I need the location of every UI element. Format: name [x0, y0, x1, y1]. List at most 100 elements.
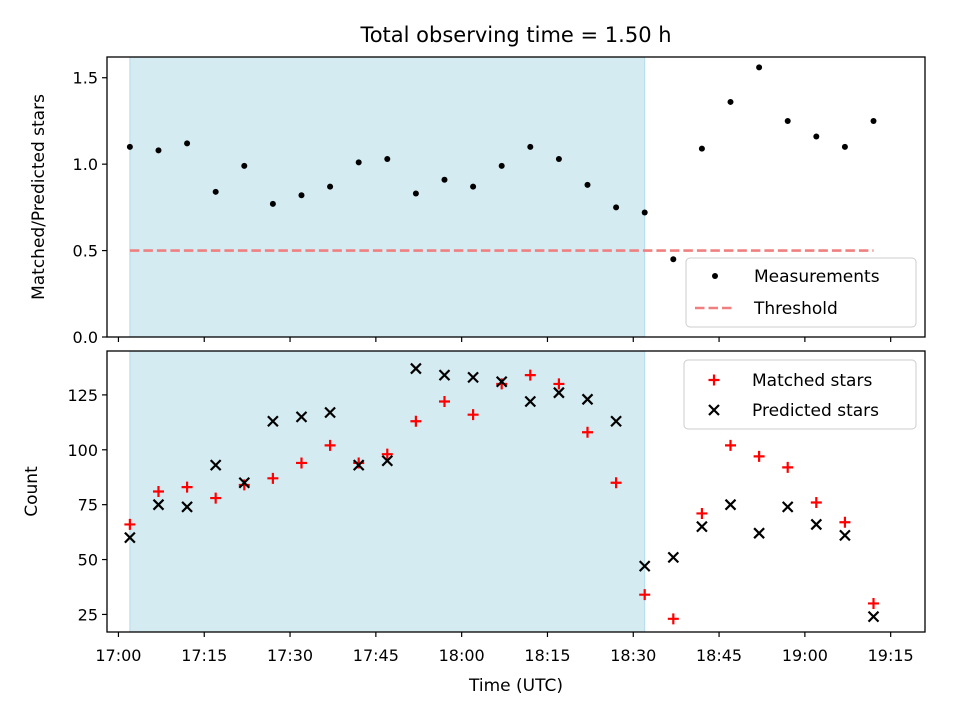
measurement-point [269, 200, 276, 207]
matched-star-point [410, 415, 422, 427]
x-tick-label: 19:15 [868, 646, 914, 665]
predicted-star-point [867, 610, 880, 623]
legend-predicted-marker [708, 404, 720, 416]
legend-label: Measurements [754, 267, 880, 287]
matched-star-point [696, 507, 708, 519]
matched-star-point [381, 448, 393, 460]
matched-star-point [582, 426, 594, 438]
measurement-point [384, 155, 391, 162]
measurement-point [498, 162, 505, 169]
measurement-point [355, 159, 362, 166]
predicted-star-point [839, 529, 851, 542]
measurement-point [527, 143, 534, 150]
x-tick-label: 18:30 [610, 646, 656, 665]
measurement-point [184, 140, 191, 147]
y-axis-label: Matched/Predicted stars [29, 94, 49, 300]
predicted-star-point [295, 411, 308, 423]
axes-frame [106, 350, 926, 633]
predicted-star-point [581, 393, 594, 406]
measurement-point [241, 162, 248, 169]
predicted-star-point [667, 551, 680, 564]
matched-star-point [324, 439, 336, 451]
matched-star-point [810, 496, 822, 508]
x-tick-label: 17:15 [181, 646, 227, 665]
measurement-point [870, 117, 877, 124]
predicted-star-point [209, 459, 222, 471]
x-tick-label: 19:00 [782, 646, 828, 665]
measurement-point [327, 183, 334, 190]
x-tick-label: 17:45 [353, 646, 399, 665]
x-tick-label: 18:45 [696, 646, 742, 665]
predicted-star-point [410, 362, 422, 375]
predicted-star-point [753, 527, 765, 539]
measurement-point [584, 181, 591, 188]
measurement-point [613, 204, 620, 211]
measurement-point [555, 155, 562, 162]
matched-star-point [438, 395, 450, 407]
predicted-star-point [438, 369, 451, 381]
matched-star-point [267, 472, 279, 484]
predicted-star-point [267, 415, 279, 428]
predicted-star-point [324, 406, 336, 419]
legend-measurement-marker [712, 273, 718, 279]
predicted-star-point [352, 459, 365, 471]
matched-star-point [467, 409, 479, 421]
matched-star-point [753, 450, 765, 462]
matched-star-point [295, 457, 307, 469]
observing-window-shade [129, 350, 646, 633]
y-tick-label: 100 [67, 441, 98, 460]
measurement-point [756, 64, 763, 71]
measurement-point [212, 188, 219, 195]
y-tick-label: 25 [78, 605, 98, 624]
matched-star-point [725, 439, 737, 451]
y-tick-label: 125 [67, 386, 98, 405]
predicted-star-point [781, 501, 794, 513]
legend-box [685, 257, 917, 328]
legend-label: Matched stars [752, 371, 872, 391]
matched-star-point [667, 613, 679, 625]
legend-label: Threshold [753, 299, 838, 319]
measurement-point [126, 143, 133, 150]
matched-star-point [610, 477, 622, 489]
ratio-panel: 0.0 0.5 1.0 1.5 Matched/Predicted stars Measu… [29, 56, 926, 347]
matched-star-point [210, 492, 222, 504]
predicted-star-point [638, 560, 651, 572]
measurement-point [813, 133, 820, 140]
measurement-point [298, 192, 305, 199]
predicted-star-point [152, 498, 165, 511]
matched-star-point [839, 516, 851, 528]
measurement-point [470, 183, 477, 190]
chart-title: Total observing time = 1.50 h [359, 23, 671, 47]
predicted-star-point [724, 498, 737, 511]
predicted-star-point [553, 386, 565, 399]
predicted-star-point [124, 531, 136, 544]
predicted-star-point [810, 518, 823, 531]
counts-panel: 25 50 75 100 125 17:00 17:15 17:30 17:45 18:00 18:… [22, 350, 926, 665]
y-tick-label: 1.0 [73, 155, 98, 174]
matched-star-point [181, 481, 193, 493]
matched-star-point [553, 378, 565, 390]
observing-window-shade [129, 56, 646, 338]
predicted-star-point [181, 501, 193, 513]
axes-frame [106, 56, 926, 338]
measurement-point [412, 190, 419, 197]
measurement-point [641, 209, 648, 216]
x-tick-label: 18:00 [439, 646, 485, 665]
matched-star-point [782, 461, 794, 473]
predicted-star-point [381, 454, 394, 467]
matched-star-point [124, 518, 136, 530]
legend-matched-marker [708, 374, 720, 386]
x-tick-label: 17:30 [267, 646, 313, 665]
measurement-point [727, 98, 734, 105]
measurement-point [841, 143, 848, 150]
y-tick-label: 75 [78, 496, 98, 515]
legend-label: Predicted stars [752, 401, 879, 421]
x-tick-label: 18:15 [524, 646, 570, 665]
matched-star-point [868, 597, 880, 609]
y-tick-label: 50 [78, 551, 98, 570]
measurement-point [441, 176, 448, 183]
legend-box [683, 359, 917, 430]
measurement-point [784, 117, 791, 124]
y-axis-label: Count [22, 466, 42, 517]
